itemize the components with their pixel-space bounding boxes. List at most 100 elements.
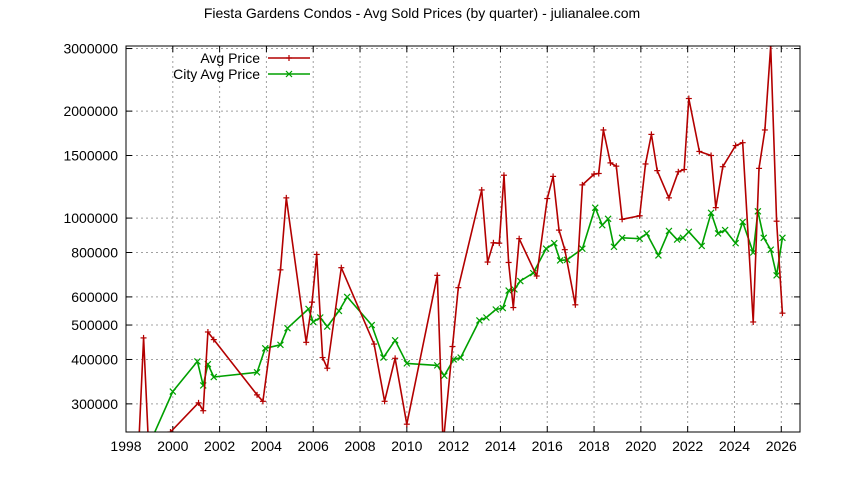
marker-stroke (707, 209, 715, 217)
marker-stroke (550, 239, 558, 247)
legend-marker-avg-price (286, 55, 292, 61)
marker-stroke (499, 304, 507, 312)
data-point-city-avg-price (739, 218, 747, 226)
x-tick-label: 2024 (719, 438, 750, 454)
data-point-city-avg-price (773, 271, 781, 279)
legend-marker-city-avg-price (285, 70, 293, 78)
series-layer (138, 46, 786, 432)
data-point-city-avg-price (440, 372, 448, 380)
data-point-avg-price (403, 421, 410, 428)
marker-stroke (698, 242, 706, 250)
data-point-avg-price (392, 355, 399, 362)
marker-stroke (309, 318, 317, 326)
data-point-avg-price (654, 167, 661, 174)
data-point-city-avg-price (542, 245, 550, 253)
marker-stroke (403, 359, 411, 367)
data-point-city-avg-price (610, 243, 618, 251)
data-point-avg-price (607, 159, 614, 166)
data-point-avg-price (434, 272, 441, 279)
data-point-city-avg-price (284, 324, 291, 332)
data-point-city-avg-price (721, 226, 729, 234)
data-point-avg-price (600, 126, 607, 133)
data-point-avg-price (277, 266, 284, 273)
marker-stroke (773, 271, 781, 279)
data-point-avg-price (636, 212, 643, 219)
data-point-city-avg-price (556, 257, 564, 264)
marker-stroke (779, 234, 786, 242)
data-point-avg-price (324, 365, 331, 372)
data-point-city-avg-price (779, 234, 786, 242)
marker-stroke (654, 252, 662, 259)
x-tick-label: 2010 (391, 438, 422, 454)
data-point-avg-price (756, 165, 763, 172)
data-point-avg-price (732, 142, 739, 149)
data-point-avg-price (204, 328, 211, 335)
data-point-city-avg-price (578, 245, 586, 253)
marker-stroke (767, 246, 775, 254)
marker-stroke (591, 204, 599, 212)
data-point-city-avg-price (732, 239, 740, 247)
marker-stroke (679, 234, 687, 242)
marker-stroke (643, 230, 651, 237)
data-point-avg-price (319, 354, 326, 361)
data-point-city-avg-price (323, 323, 331, 331)
legend-label-city-avg-price: City Avg Price (173, 66, 260, 82)
data-point-city-avg-price (685, 228, 693, 236)
data-point-avg-price (572, 301, 579, 308)
y-tick-label: 3000000 (63, 41, 118, 57)
data-point-avg-price (478, 186, 485, 193)
marker-stroke (760, 234, 768, 242)
marker-stroke (636, 235, 644, 243)
data-point-avg-price (254, 391, 261, 398)
data-point-avg-price (516, 235, 523, 242)
data-point-city-avg-price (433, 361, 441, 369)
data-point-avg-price (719, 163, 726, 170)
legend-label-avg-price: Avg Price (200, 50, 260, 66)
data-point-avg-price (381, 398, 388, 405)
marker-stroke (457, 354, 465, 361)
marker-stroke (253, 368, 261, 376)
data-point-avg-price (505, 259, 512, 266)
x-tick-label: 2026 (766, 438, 797, 454)
marker-stroke (673, 236, 681, 243)
data-point-city-avg-price (654, 252, 662, 259)
data-point-avg-price (484, 259, 491, 266)
data-point-city-avg-price (598, 221, 606, 229)
data-point-avg-price (739, 139, 746, 146)
marker-stroke (305, 305, 312, 313)
data-point-avg-price (561, 246, 568, 253)
data-point-avg-price (619, 216, 626, 223)
series-line-city-avg-price (153, 206, 784, 432)
data-point-city-avg-price (253, 368, 261, 376)
data-point-city-avg-price (516, 277, 524, 285)
marker-stroke (685, 228, 693, 236)
marker-stroke (714, 230, 722, 237)
data-point-avg-price (773, 218, 780, 225)
marker-stroke (492, 306, 500, 313)
data-point-avg-price (685, 95, 692, 102)
data-point-avg-price (303, 339, 310, 346)
marker-stroke (335, 307, 343, 315)
data-point-city-avg-price (335, 307, 343, 315)
y-tick-label: 500000 (71, 317, 118, 333)
marker-stroke (482, 314, 490, 321)
y-tick-label: 1000000 (63, 210, 118, 226)
data-point-avg-price (696, 148, 703, 155)
data-point-avg-price (648, 131, 655, 138)
data-point-city-avg-price (457, 354, 465, 361)
marker-stroke (665, 227, 673, 235)
marker-stroke (323, 323, 331, 331)
data-point-city-avg-price (391, 336, 399, 344)
data-point-city-avg-price (707, 209, 715, 217)
data-point-avg-price (550, 173, 557, 180)
marker-stroke (475, 317, 483, 324)
marker-stroke (380, 354, 387, 361)
data-point-avg-price (642, 160, 649, 167)
data-point-avg-price (455, 284, 462, 291)
marker-stroke (598, 221, 606, 229)
marker-stroke (169, 388, 177, 395)
data-point-avg-price (496, 240, 503, 247)
